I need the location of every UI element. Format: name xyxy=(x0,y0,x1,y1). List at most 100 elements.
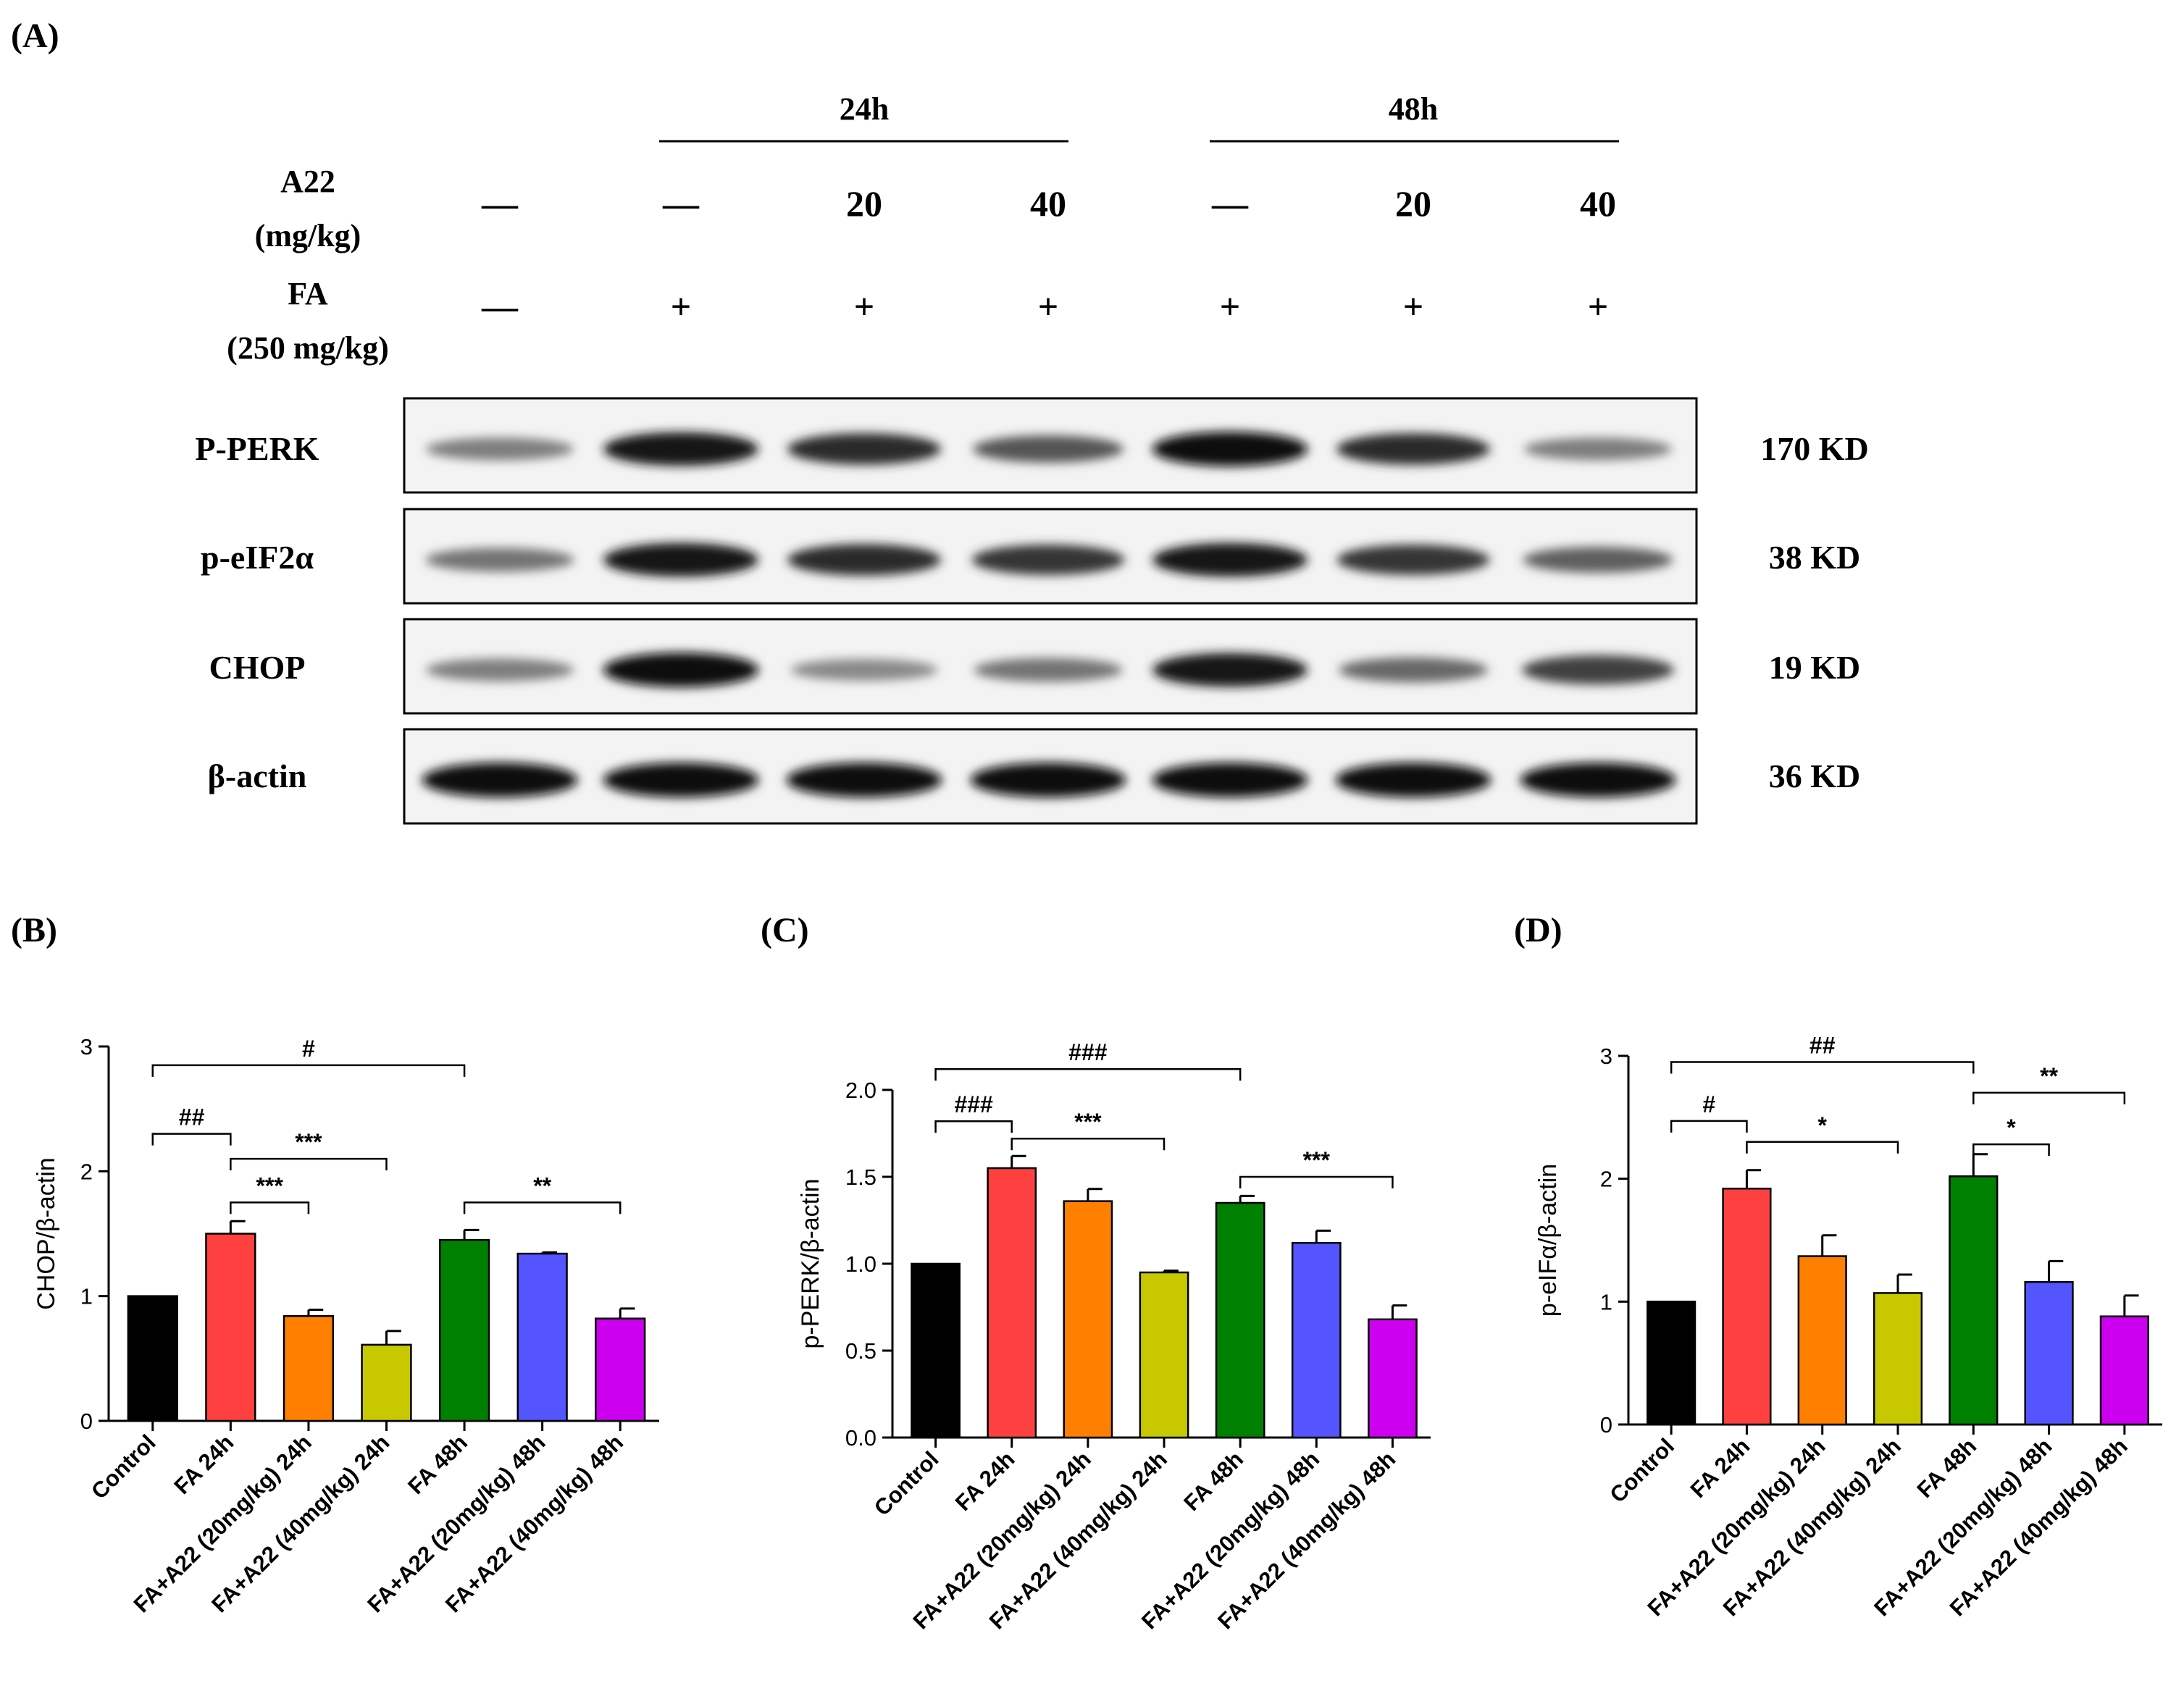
blot-band xyxy=(787,433,941,465)
blot-band xyxy=(1152,432,1308,466)
blot-band xyxy=(1152,542,1308,577)
a22-dose-value: — xyxy=(662,183,700,224)
y-axis-label: CHOP/β-actin xyxy=(33,1157,60,1309)
blot-band xyxy=(1152,763,1308,797)
bar xyxy=(987,1167,1037,1439)
blot-band xyxy=(1339,657,1488,683)
bar xyxy=(1215,1201,1265,1439)
blot-band xyxy=(426,658,574,681)
blot-band xyxy=(971,545,1125,575)
significance-label: ** xyxy=(533,1172,551,1199)
blot-row-kd-label: 38 KD xyxy=(1769,539,1861,576)
blot-band xyxy=(603,653,759,687)
significance-bracket xyxy=(1972,1091,2126,1104)
blot-bands xyxy=(422,763,1676,797)
panel-a-western-blot: (A) 24h 48h A22 (mg/kg) FA (250 mg/kg) — — 20 40 — 2… xyxy=(11,17,1869,825)
fa-label: FA xyxy=(288,276,328,311)
significance-label: *** xyxy=(295,1129,322,1155)
a22-dose-value: — xyxy=(1211,183,1249,224)
blot-band xyxy=(603,542,758,577)
x-tick-label: FA 24h xyxy=(169,1430,238,1499)
y-tick-label: 1 xyxy=(1600,1289,1612,1314)
x-tick-label: FA 48h xyxy=(1912,1433,1981,1503)
y-tick-label: 0.0 xyxy=(845,1425,876,1451)
blot-bands xyxy=(426,432,1672,466)
significance-label: ### xyxy=(1068,1039,1108,1065)
bar xyxy=(1647,1301,1696,1426)
blot-band xyxy=(974,658,1123,682)
blot-row-kd-label: 170 KD xyxy=(1760,430,1869,467)
blot-bands xyxy=(425,542,1673,577)
panel-label: (D) xyxy=(1514,911,1562,949)
blot-band xyxy=(1524,437,1672,461)
a22-dose-value: 40 xyxy=(1580,183,1616,224)
group-label-24h: 24h xyxy=(840,91,889,127)
bar xyxy=(283,1314,335,1422)
a22-dose-value: — xyxy=(481,183,519,224)
x-tick-label: FA 48h xyxy=(1179,1446,1248,1516)
blot-bands xyxy=(426,653,1674,687)
blot-band xyxy=(1523,547,1673,573)
bar xyxy=(1368,1318,1418,1439)
a22-unit-label: (mg/kg) xyxy=(255,218,361,253)
a22-dose-value: 40 xyxy=(1030,183,1066,224)
bar xyxy=(1797,1255,1847,1426)
y-tick-label: 1 xyxy=(80,1284,93,1309)
blot-band xyxy=(973,435,1124,463)
significance-label: ** xyxy=(2040,1063,2058,1089)
blot-band xyxy=(1336,545,1490,575)
x-tick-label: Control xyxy=(86,1430,161,1504)
significance-label: # xyxy=(1702,1091,1715,1117)
a22-dose-value: 20 xyxy=(1395,183,1431,224)
significance-label: # xyxy=(302,1036,315,1062)
x-tick-label: FA 24h xyxy=(1686,1433,1755,1503)
y-tick-label: 0 xyxy=(1600,1412,1612,1438)
blot-row-label: p-eIF2α xyxy=(201,539,314,576)
significance-label: * xyxy=(1817,1112,1827,1138)
y-tick-label: 2 xyxy=(1600,1167,1612,1192)
fa-dose-value: + xyxy=(671,286,692,327)
y-tick-label: 0 xyxy=(80,1409,93,1434)
significance-bracket xyxy=(1972,1143,2050,1157)
fa-dose-value: + xyxy=(1403,286,1424,327)
bar xyxy=(595,1317,646,1422)
significance-bracket xyxy=(230,1157,388,1171)
group-label-48h: 48h xyxy=(1389,91,1438,127)
fa-dose-value: + xyxy=(1588,286,1609,327)
a22-label: A22 xyxy=(280,164,335,199)
blot-row-kd-label: 19 KD xyxy=(1769,649,1861,686)
blot-band xyxy=(1522,655,1674,685)
blot-band xyxy=(1335,763,1491,797)
blot-band xyxy=(790,659,938,681)
blot-band xyxy=(422,763,578,797)
bar xyxy=(1291,1241,1342,1439)
y-tick-label: 2 xyxy=(80,1159,93,1184)
significance-bracket xyxy=(934,1120,1013,1133)
significance-label: * xyxy=(2007,1115,2016,1141)
fa-dose-value: — xyxy=(481,286,519,327)
y-tick-label: 3 xyxy=(1600,1044,1612,1069)
a22-dose-value: 20 xyxy=(846,183,882,224)
blot-band xyxy=(603,432,758,466)
significance-label: *** xyxy=(1303,1147,1331,1173)
significance-bracket xyxy=(151,1064,466,1077)
y-tick-label: 1.5 xyxy=(845,1165,876,1190)
panel-label: (B) xyxy=(11,911,57,949)
blot-row-label: CHOP xyxy=(209,649,306,686)
fa-dose-value: + xyxy=(1220,286,1241,327)
y-tick-label: 0.5 xyxy=(845,1338,876,1364)
blot-band xyxy=(603,763,759,797)
significance-bracket xyxy=(1746,1141,1899,1154)
bar xyxy=(361,1343,412,1422)
significance-bracket xyxy=(1239,1175,1394,1188)
blot-band xyxy=(970,763,1126,797)
bar xyxy=(205,1233,256,1422)
blot-row-kd-label: 36 KD xyxy=(1769,758,1861,794)
bar xyxy=(2024,1280,2074,1426)
blot-band xyxy=(1336,433,1490,465)
bar xyxy=(438,1238,490,1422)
